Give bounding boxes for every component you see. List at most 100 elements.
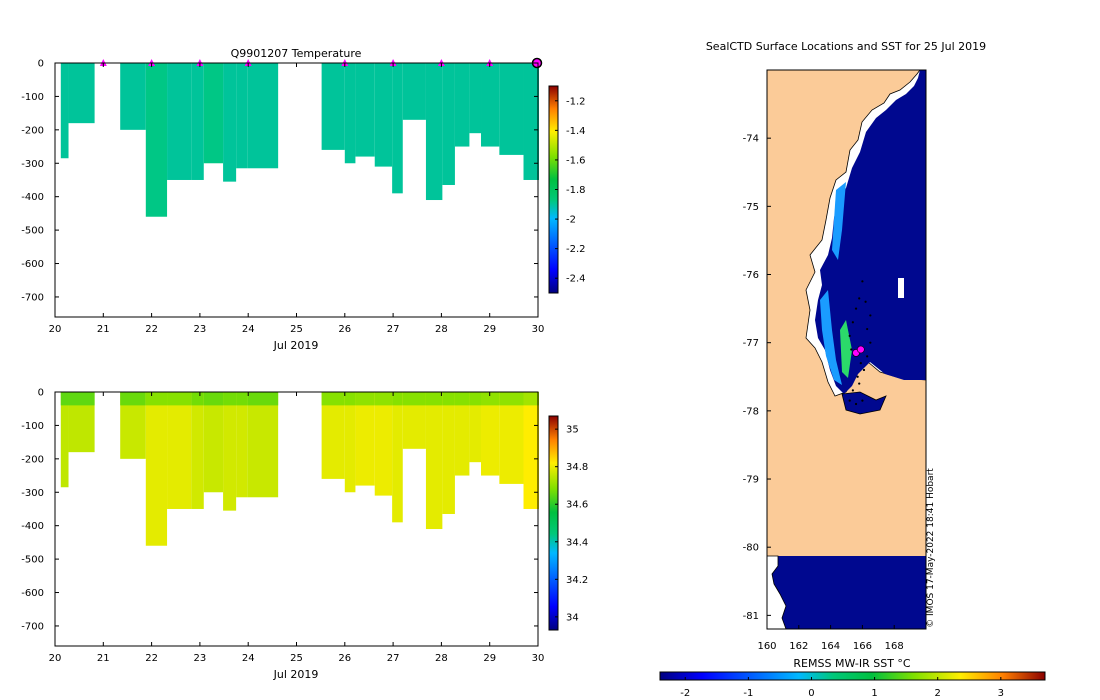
seal-track-point-0 [861, 280, 864, 283]
map-lat-tick-label: -81 [743, 611, 759, 622]
sst-colorbar-tick-label: 3 [998, 688, 1004, 699]
temperature-y-tick-label: -400 [21, 192, 44, 203]
salinity-profile-12 [355, 392, 375, 486]
temperature-profile-9 [247, 63, 279, 169]
salinity-profile-6 [203, 392, 224, 493]
temperature-title: Q9901207 Temperature [231, 47, 362, 60]
seal-track-point-8 [856, 375, 859, 378]
salinity-y-tick-label: -300 [21, 488, 44, 499]
sst-colorbar-frame [659, 671, 1046, 681]
salinity-x-tick-label: 24 [242, 653, 255, 664]
map-lon-tick-label: 162 [789, 641, 808, 652]
map-lat-tick-label: -76 [743, 270, 759, 281]
temperature-y-tick-label: -300 [21, 159, 44, 170]
salinity-profile-10 [321, 392, 345, 479]
temperature-profile-15 [402, 63, 426, 120]
salinity-colorbar-tick-label: 35 [566, 425, 579, 436]
salinity-surface-layer-4 [167, 392, 192, 406]
salinity-surface-layer-10 [321, 392, 345, 406]
temperature-x-tick-label: 26 [338, 324, 351, 335]
seal-track-point-10 [848, 399, 851, 402]
seal-latest-positions [852, 345, 865, 357]
salinity-cells [60, 392, 539, 546]
temperature-panel: Q9901207 Temperature 20 21 22 23 24 25 26 27 28 2… [21, 47, 585, 352]
salinity-xlabel: Jul 2019 [273, 668, 319, 681]
seal-track-point-12 [861, 399, 864, 402]
salinity-surface-layer-19 [469, 392, 482, 406]
temperature-colorbar-tick-label: -1.8 [566, 185, 586, 196]
salinity-profile-20 [481, 392, 500, 476]
seal-track-point-4 [848, 334, 851, 337]
salinity-profile-14 [392, 392, 403, 523]
salinity-x-tick-label: 27 [387, 653, 400, 664]
salinity-profile-11 [344, 392, 356, 493]
sst-map-panel: SealCTD Surface Locations and SST for 25… [659, 40, 1046, 699]
temperature-colorbar [549, 86, 558, 293]
salinity-surface-layer-7 [223, 392, 237, 406]
sst-colorbar-tick-label: 1 [871, 688, 877, 699]
salinity-surface-layer-15 [402, 392, 426, 406]
salinity-profile-4 [167, 392, 192, 509]
temperature-colorbar-tick-label: -1.2 [566, 96, 586, 107]
ross-ice-shelf-edge-water [841, 391, 887, 415]
temperature-colorbar-tick-label: -2.4 [566, 274, 586, 285]
temperature-x-tick-label: 29 [483, 324, 496, 335]
sst-colorbar-ticks: -2 -1 0 1 2 3 [680, 677, 1004, 699]
seal-track-point-2 [854, 307, 858, 310]
salinity-surface-layer-18 [454, 392, 470, 406]
salinity-surface-layer-20 [481, 392, 500, 406]
salinity-y-tick-label: -700 [21, 621, 44, 632]
salinity-surface-layer-16 [425, 392, 443, 406]
salinity-surface-layer-17 [442, 392, 455, 406]
salinity-colorbar-frame [548, 415, 559, 631]
map-title: SealCTD Surface Locations and SST for 25… [706, 40, 986, 53]
map-lon-ticks: 160 162 164 166 168 [757, 625, 904, 652]
temperature-colorbar-ticks: -1.2 -1.4 -1.6 -1.8 -2 -2.2 -2.4 [555, 96, 586, 285]
temperature-y-tick-label: 0 [38, 59, 44, 70]
salinity-surface-layer-14 [392, 392, 403, 406]
temperature-y-ticks: 0 -100 -200 -300 -400 -500 -600 -700 [21, 59, 538, 303]
salinity-surface-layer-5 [191, 392, 204, 406]
seal-track-point-5 [850, 348, 853, 351]
salinity-profile-8 [236, 392, 248, 498]
temperature-profile-1 [68, 63, 95, 124]
map-lat-tick-label: -80 [743, 543, 759, 554]
sea-coastal-warm-strip-north [832, 182, 846, 260]
temperature-profile-19 [469, 63, 482, 134]
salinity-surface-layer-9 [247, 392, 279, 406]
salinity-colorbar-tick-label: 34.6 [566, 500, 588, 511]
temperature-colorbar-tick-label: -1.4 [566, 126, 586, 137]
map-lat-tick-label: -79 [743, 475, 759, 486]
seal-track-point-15 [866, 355, 869, 358]
sea-open-water [815, 70, 926, 394]
seal-track-point-16 [869, 341, 872, 344]
seal-track-point-13 [858, 382, 861, 385]
temperature-x-tick-label: 24 [242, 324, 255, 335]
temperature-x-tick-label: 27 [387, 324, 400, 335]
salinity-colorbar-tick-label: 34 [566, 612, 579, 623]
temperature-y-tick-label: -200 [21, 125, 44, 136]
salinity-surface-layer-3 [145, 392, 168, 406]
salinity-x-tick-label: 30 [532, 653, 545, 664]
salinity-profile-5 [191, 392, 204, 509]
salinity-surface-layer-8 [236, 392, 248, 406]
temperature-profile-4 [167, 63, 192, 180]
seal-track-point-19 [864, 300, 867, 303]
map-lon-tick-label: 160 [757, 641, 776, 652]
temperature-x-tick-label: 23 [194, 324, 207, 335]
map-frame [766, 69, 927, 630]
sst-colorbar-tick-label: -2 [680, 688, 690, 699]
salinity-colorbar-ticks: 35 34.8 34.6 34.4 34.2 34 [555, 425, 588, 623]
south-coast-land [767, 555, 787, 629]
map-area [767, 70, 926, 629]
salinity-x-tick-label: 26 [338, 653, 351, 664]
sea-coastal-warm-strip [820, 290, 842, 385]
temperature-x-tick-label: 21 [97, 324, 110, 335]
temperature-cells [60, 63, 539, 217]
temperature-profile-17 [442, 63, 455, 185]
temperature-x-tick-label: 22 [145, 324, 158, 335]
temperature-profile-8 [236, 63, 248, 169]
seal-track-point-9 [851, 389, 854, 392]
salinity-profile-15 [402, 392, 426, 449]
salinity-surface-layer-12 [355, 392, 375, 406]
